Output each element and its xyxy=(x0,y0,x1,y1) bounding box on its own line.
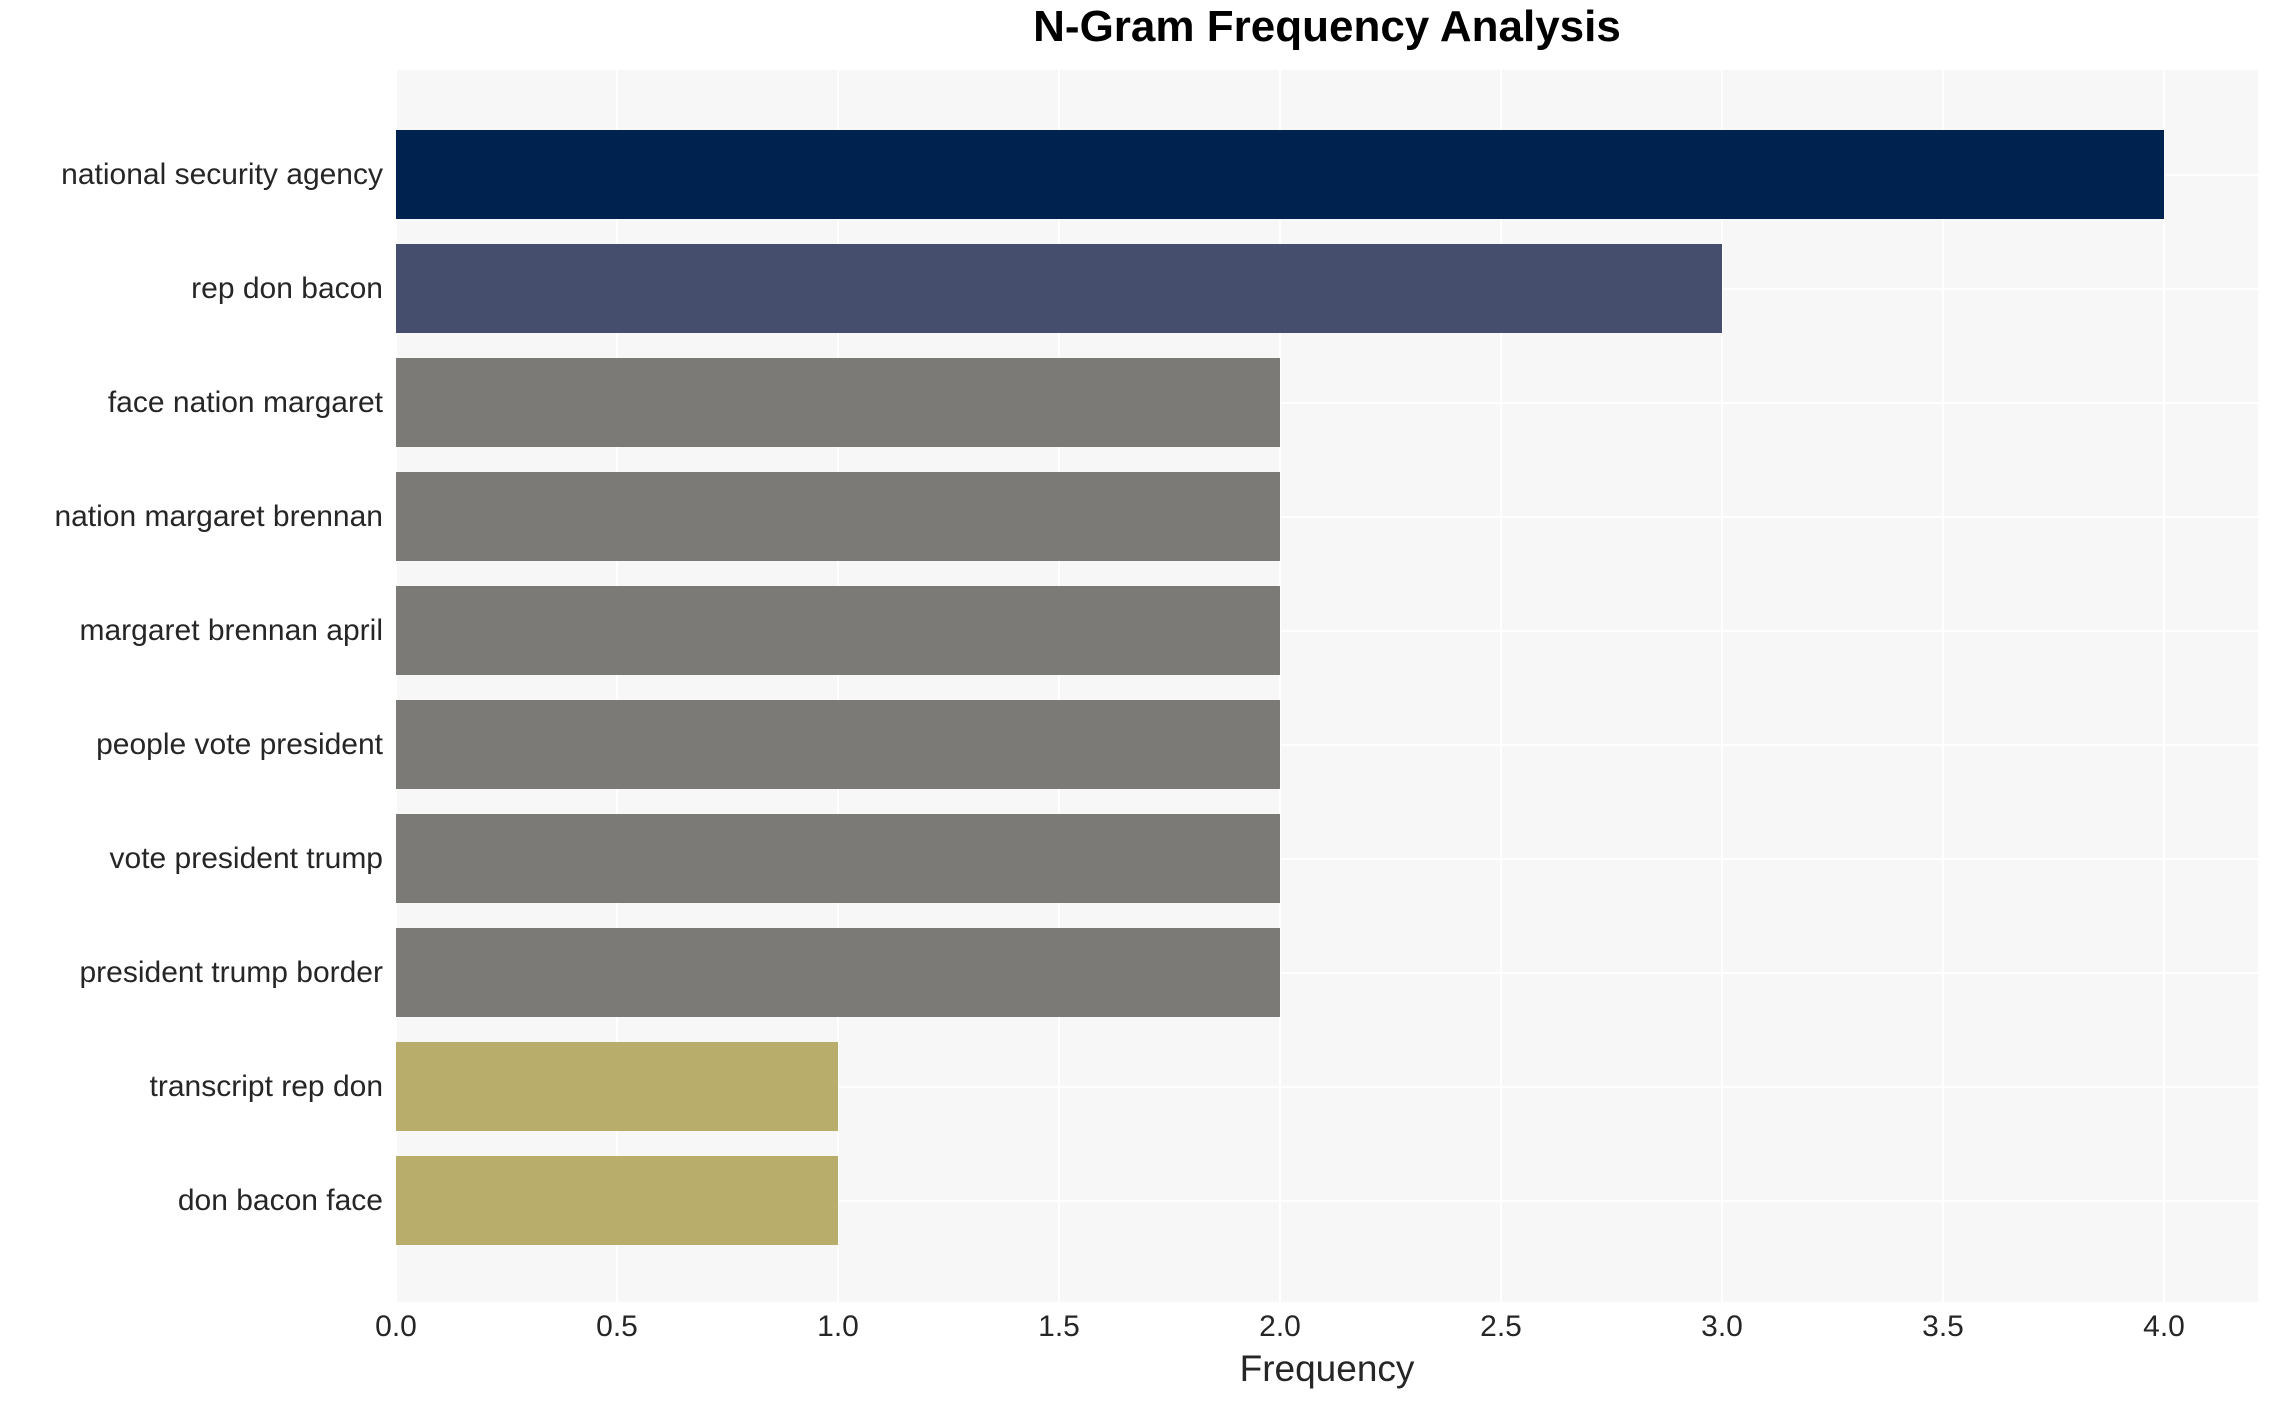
y-axis-label: margaret brennan april xyxy=(79,613,383,647)
y-gridline xyxy=(396,857,2258,860)
bar-don-bacon-face xyxy=(396,1156,838,1245)
y-gridline xyxy=(396,401,2258,404)
y-axis-label: nation margaret brennan xyxy=(54,499,383,533)
x-tick-label: 0.0 xyxy=(375,1310,417,1343)
y-axis-label: national security agency xyxy=(61,157,383,191)
y-gridline xyxy=(396,515,2258,518)
x-gridline xyxy=(616,70,618,1302)
bar-margaret-brennan-april xyxy=(396,586,1280,675)
x-tick-label: 1.5 xyxy=(1038,1310,1080,1343)
x-gridline xyxy=(1721,70,1723,1302)
x-gridline xyxy=(1058,70,1060,1302)
bar-face-nation-margaret xyxy=(396,358,1280,447)
x-gridline xyxy=(1500,70,1502,1302)
y-gridline xyxy=(396,971,2258,974)
bar-vote-president-trump xyxy=(396,814,1280,903)
y-axis-label: don bacon face xyxy=(177,1183,383,1217)
x-axis-label: Frequency xyxy=(1239,1348,1415,1389)
y-gridline xyxy=(396,1199,2258,1202)
bar-transcript-rep-don xyxy=(396,1042,838,1131)
chart-title: N-Gram Frequency Analysis xyxy=(1033,2,1621,51)
bar-rep-don-bacon xyxy=(396,244,1722,333)
x-gridline xyxy=(395,70,397,1302)
x-gridline xyxy=(837,70,839,1302)
x-tick-label: 3.0 xyxy=(1701,1310,1743,1343)
y-gridline xyxy=(396,1085,2258,1088)
y-gridline xyxy=(396,743,2258,746)
y-axis-label: president trump border xyxy=(79,955,384,989)
y-axis-label: people vote president xyxy=(96,727,383,761)
x-tick-label: 0.5 xyxy=(596,1310,638,1343)
x-tick-label: 3.5 xyxy=(1922,1310,1964,1343)
plot-area xyxy=(395,70,2258,1302)
x-gridline xyxy=(1279,70,1281,1302)
y-gridline xyxy=(396,629,2258,632)
bar-nation-margaret-brennan xyxy=(396,472,1280,561)
x-tick-label: 2.5 xyxy=(1480,1310,1522,1343)
bar-president-trump-border xyxy=(396,928,1280,1017)
y-axis-label: face nation margaret xyxy=(107,385,383,419)
x-gridline xyxy=(1942,70,1944,1302)
y-axis-label: vote president trump xyxy=(109,841,383,875)
bar-people-vote-president xyxy=(396,700,1280,789)
y-axis-label: transcript rep don xyxy=(149,1069,383,1103)
x-tick-label: 1.0 xyxy=(817,1310,859,1343)
x-tick-label: 4.0 xyxy=(2143,1310,2185,1343)
bar-national-security-agency xyxy=(396,130,2164,219)
y-axis-label: rep don bacon xyxy=(191,271,383,305)
x-gridline xyxy=(2163,70,2165,1302)
x-tick-label: 2.0 xyxy=(1259,1310,1301,1343)
